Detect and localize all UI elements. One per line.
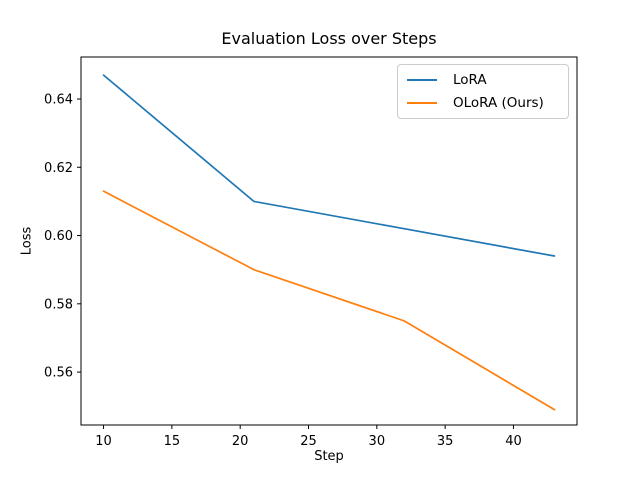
chart-title: Evaluation Loss over Steps xyxy=(221,29,437,48)
x-axis-label: Step xyxy=(314,449,344,464)
legend-item-lora: LoRA xyxy=(407,72,568,88)
legend-item-olora: OLoRA (Ours) xyxy=(407,95,568,111)
x-tick-label: 35 xyxy=(437,434,454,449)
y-tick-label: 0.60 xyxy=(44,229,73,244)
plot-border xyxy=(80,56,578,426)
y-tick-label: 0.64 xyxy=(44,92,73,107)
lora-series-line xyxy=(102,74,556,257)
y-tick-label: 0.58 xyxy=(44,297,73,312)
x-tick-label: 15 xyxy=(164,434,181,449)
y-tick-label: 0.56 xyxy=(44,366,73,381)
legend-label-olora: OLoRA (Ours) xyxy=(453,95,544,111)
x-tick-label: 20 xyxy=(232,434,249,449)
x-tick-label: 30 xyxy=(369,434,386,449)
lora-line-swatch xyxy=(407,79,437,81)
x-tick-label: 25 xyxy=(300,434,317,449)
x-tick-label: 10 xyxy=(95,434,112,449)
x-tick-label: 40 xyxy=(505,434,522,449)
legend: LoRA OLoRA (Ours) xyxy=(397,64,569,119)
legend-label-lora: LoRA xyxy=(453,72,487,88)
olora-line-swatch xyxy=(407,102,437,104)
y-tick-label: 0.62 xyxy=(44,161,73,176)
y-axis-label: Loss xyxy=(19,226,35,256)
olora-series-line xyxy=(102,190,556,411)
